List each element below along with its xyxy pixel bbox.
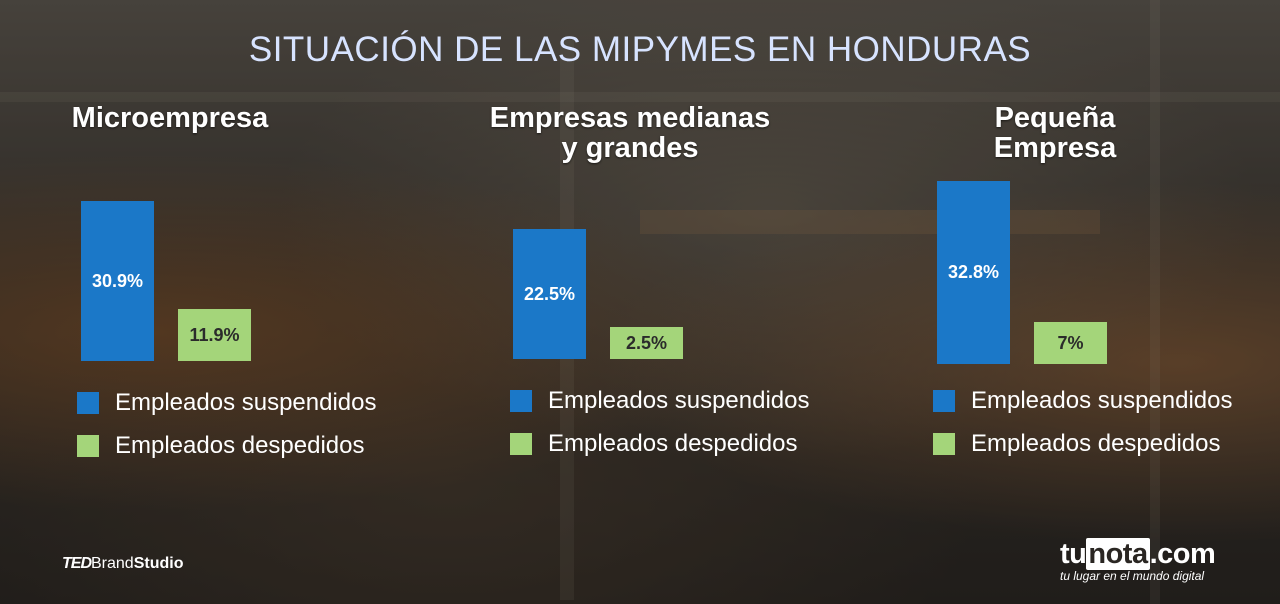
panel-title-pequena-empresa: Pequeña Empresa (955, 103, 1155, 163)
ted-mark: TED (62, 555, 92, 572)
legend-label: Empleados suspendidos (971, 387, 1233, 414)
panel-title-line: Empresa (993, 132, 1117, 164)
legend-medianas-despedidos: Empleados despedidos (510, 430, 798, 458)
panel-title-line: Pequeña (994, 102, 1116, 134)
legend-label: Empleados suspendidos (115, 389, 377, 416)
tunota-logo: tunota.com tu lugar en el mundo digital (1060, 538, 1216, 583)
tunota-prefix: tu (1060, 538, 1087, 570)
bar-medianas-suspendidos: 22.5% (513, 229, 586, 359)
legend-microempresa-despedidos: Empleados despedidos (77, 432, 365, 460)
legend-microempresa-suspendidos: Empleados suspendidos (77, 389, 377, 417)
bar-pequena-suspendidos: 32.8% (937, 181, 1010, 364)
legend-pequena-suspendidos: Empleados suspendidos (933, 387, 1233, 415)
legend-medianas-suspendidos: Empleados suspendidos (510, 387, 810, 415)
bar-medianas-despedidos: 2.5% (610, 327, 683, 359)
panel-title-line: Empresas medianas (489, 102, 771, 134)
background-beam (640, 210, 1100, 234)
legend-swatch-despedidos (77, 435, 99, 457)
legend-label: Empleados despedidos (548, 430, 798, 457)
legend-pequena-despedidos: Empleados despedidos (933, 430, 1221, 458)
page-title: SITUACIÓN DE LAS MIPYMES EN HONDURAS (248, 30, 1032, 69)
ted-brand-studio-logo: TEDBrandStudio (62, 555, 183, 573)
panel-title-medianas-grandes: Empresas medianas y grandes (460, 103, 800, 163)
legend-label: Empleados despedidos (971, 430, 1221, 457)
panel-title-line: y grandes (561, 132, 699, 164)
background-beam (0, 92, 1280, 102)
legend-label: Empleados suspendidos (548, 387, 810, 414)
legend-label: Empleados despedidos (115, 432, 365, 459)
bar-pequena-despedidos: 7% (1034, 322, 1107, 364)
ted-studio-text: Studio (133, 555, 184, 572)
tunota-mid: nota (1086, 538, 1150, 570)
panel-title-microempresa: Microempresa (71, 102, 269, 134)
bar-microempresa-suspendidos: 30.9% (81, 201, 154, 361)
tunota-wordmark: tunota.com (1060, 538, 1216, 571)
legend-swatch-suspendidos (510, 390, 532, 412)
legend-swatch-despedidos (933, 433, 955, 455)
legend-swatch-suspendidos (933, 390, 955, 412)
legend-swatch-despedidos (510, 433, 532, 455)
ted-brand-text: Brand (91, 555, 134, 572)
tunota-tagline: tu lugar en el mundo digital (1060, 569, 1205, 583)
tunota-suffix: .com (1149, 538, 1216, 570)
legend-swatch-suspendidos (77, 392, 99, 414)
bar-microempresa-despedidos: 11.9% (178, 309, 251, 361)
background-beam (1150, 0, 1160, 604)
